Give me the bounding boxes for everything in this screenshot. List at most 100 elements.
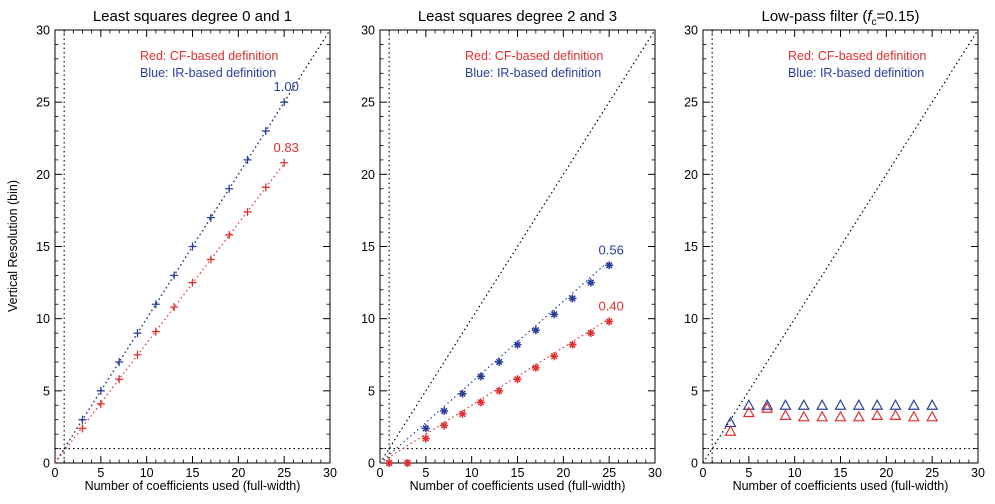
- x-tick-label: 10: [465, 466, 479, 480]
- data-point: [225, 230, 234, 239]
- y-axis-label: Vertical Resolution (bin): [6, 180, 20, 312]
- panel-title: Least squares degree 0 and 1: [93, 8, 292, 25]
- data-point: [495, 357, 504, 366]
- title-part: Least squares degree 2 and 3: [418, 8, 617, 25]
- data-point: [495, 386, 504, 395]
- data-point: [871, 409, 884, 420]
- data-point: [568, 340, 577, 349]
- data-point: [834, 410, 847, 422]
- series-red: [724, 401, 939, 436]
- y-tick-label: 0: [43, 457, 50, 471]
- data-point: [889, 399, 902, 410]
- y-tick-label: 25: [361, 96, 375, 110]
- x-tick-label: 30: [971, 466, 985, 480]
- data-point: [188, 242, 197, 251]
- data-point: [852, 399, 865, 410]
- series-red: 0.83: [54, 140, 299, 464]
- data-point: [513, 375, 522, 384]
- x-axis-label: Number of coefficients used (full-width): [733, 479, 949, 493]
- legend-blue: Blue: IR-based definition: [788, 66, 924, 80]
- y-tick-label: 5: [43, 384, 50, 398]
- data-point: [458, 409, 467, 418]
- legend-red: Red: CF-based definition: [140, 49, 278, 63]
- data-point: [779, 399, 792, 410]
- data-point: [96, 386, 105, 395]
- y-tick-label: 5: [368, 384, 375, 398]
- data-point: [550, 352, 559, 361]
- x-tick-label: 0: [377, 466, 384, 480]
- data-point: [170, 271, 179, 280]
- slope-label: 0.56: [599, 242, 624, 257]
- legend-red: Red: CF-based definition: [465, 49, 603, 63]
- data-point: [476, 372, 485, 381]
- legend-blue: Blue: IR-based definition: [465, 66, 601, 80]
- data-point: [742, 399, 755, 410]
- data-point: [761, 401, 774, 413]
- data-point: [440, 407, 449, 416]
- y-tick-label: 10: [361, 312, 375, 326]
- slope-label: 1.00: [274, 79, 299, 94]
- data-point: [440, 421, 449, 430]
- data-point: [421, 424, 430, 433]
- y-tick-label: 10: [684, 312, 698, 326]
- data-point: [225, 184, 234, 193]
- y-tick-label: 25: [36, 96, 50, 110]
- data-point: [243, 207, 252, 216]
- panel-title: Low-pass filter (fc=0.15): [762, 8, 920, 28]
- series-blue: 0.56: [379, 242, 624, 467]
- title-part: Low-pass filter (: [762, 8, 868, 25]
- x-tick-label: 20: [231, 466, 245, 480]
- panel-3: Low-pass filter (fc=0.15) 0 5 10 15 20 25 30 0 5 1…: [684, 8, 985, 493]
- data-point: [834, 399, 847, 410]
- data-point: [115, 357, 124, 366]
- data-point: [907, 399, 920, 410]
- y-tick-label: 20: [36, 168, 50, 182]
- data-point: [261, 127, 270, 136]
- x-tick-label: 15: [834, 466, 848, 480]
- series-blue: [724, 399, 939, 428]
- x-tick-label: 10: [140, 466, 154, 480]
- data-point: [871, 399, 884, 410]
- data-point: [926, 399, 939, 410]
- data-point: [779, 409, 792, 420]
- series-blue: 1.00: [54, 79, 299, 464]
- panel-2: Least squares degree 2 and 3 0 5 10 15 20 25 30…: [361, 8, 662, 493]
- panel-1: Least squares degree 0 and 1 0 5 10 15 20 25 30…: [36, 8, 337, 493]
- slope-label: 0.40: [599, 299, 624, 314]
- data-point: [115, 375, 124, 384]
- x-tick-label: 15: [186, 466, 200, 480]
- data-point: [513, 340, 522, 349]
- data-point: [586, 329, 595, 338]
- x-tick-label: 30: [648, 466, 662, 480]
- x-tick-label: 0: [700, 466, 707, 480]
- x-tick-label: 25: [277, 466, 291, 480]
- data-point: [403, 459, 412, 467]
- data-point: [550, 310, 559, 319]
- x-axis-label: Number of coefficients used (full-width): [85, 479, 301, 493]
- x-tick-label: 5: [745, 466, 752, 480]
- x-tick-label: 30: [323, 466, 337, 480]
- data-point: [280, 158, 289, 167]
- x-tick-label: 5: [97, 466, 104, 480]
- y-tick-label: 15: [684, 240, 698, 254]
- data-point: [926, 410, 939, 422]
- data-point: [78, 415, 87, 424]
- data-point: [385, 459, 394, 467]
- data-point: [458, 389, 467, 398]
- fit-line: [54, 163, 285, 464]
- y-tick-label: 20: [684, 168, 698, 182]
- data-point: [188, 278, 197, 287]
- title-part: Least squares degree 0 and 1: [93, 8, 292, 25]
- data-point: [907, 410, 920, 422]
- data-point: [797, 399, 810, 410]
- data-point: [852, 410, 865, 422]
- data-point: [797, 410, 810, 422]
- data-point: [605, 317, 614, 326]
- title-part: c: [872, 17, 877, 28]
- data-point: [816, 410, 829, 422]
- data-point: [151, 327, 160, 336]
- legend-red: Red: CF-based definition: [788, 49, 926, 63]
- data-point: [206, 255, 215, 264]
- y-tick-label: 0: [368, 457, 375, 471]
- data-point: [889, 409, 902, 420]
